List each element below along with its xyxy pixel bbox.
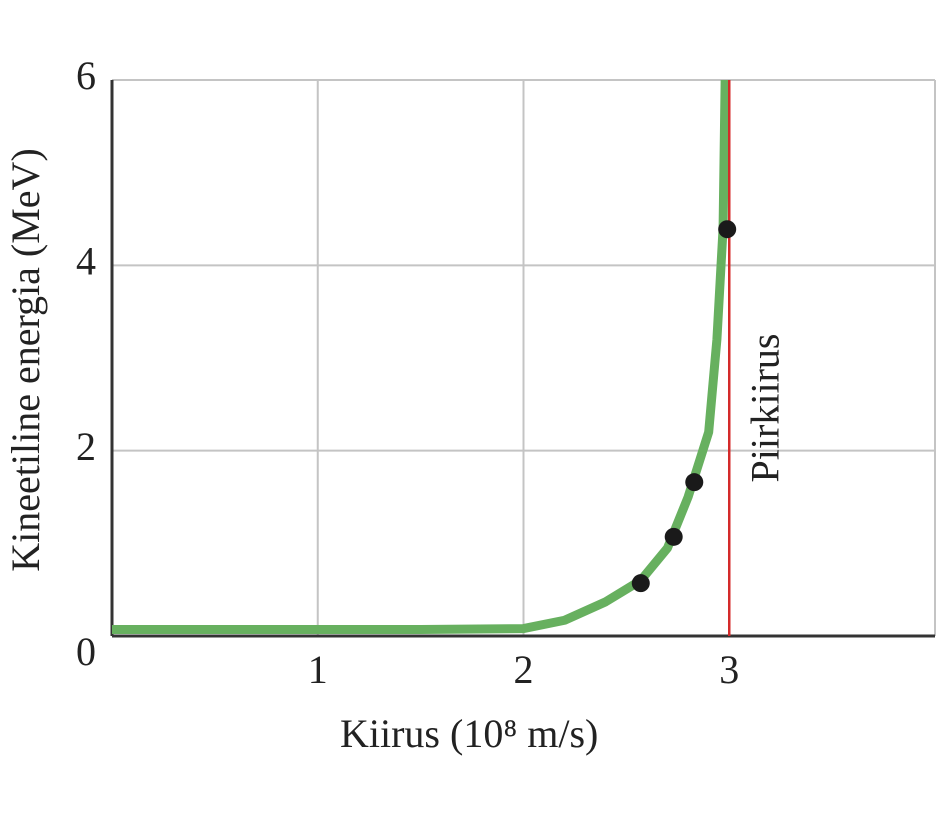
data-point [718,220,737,239]
x-axis-label: Kiirus (10⁸ m/s) [340,711,598,756]
data-point [685,473,704,492]
y-axis-label: Kineetiline energia (MeV) [3,148,48,572]
x-tick-label: 3 [719,647,739,692]
y-tick-label: 0 [76,629,96,674]
data-point [664,527,683,546]
y-tick-label: 4 [76,239,96,284]
limit-label: Piirkiirus [742,334,787,483]
x-tick-label: 1 [308,647,328,692]
data-point [631,574,650,593]
y-tick-label: 6 [76,53,96,98]
curve [112,79,730,635]
x-tick-label: 2 [514,647,534,692]
y-tick-label: 2 [76,424,96,469]
